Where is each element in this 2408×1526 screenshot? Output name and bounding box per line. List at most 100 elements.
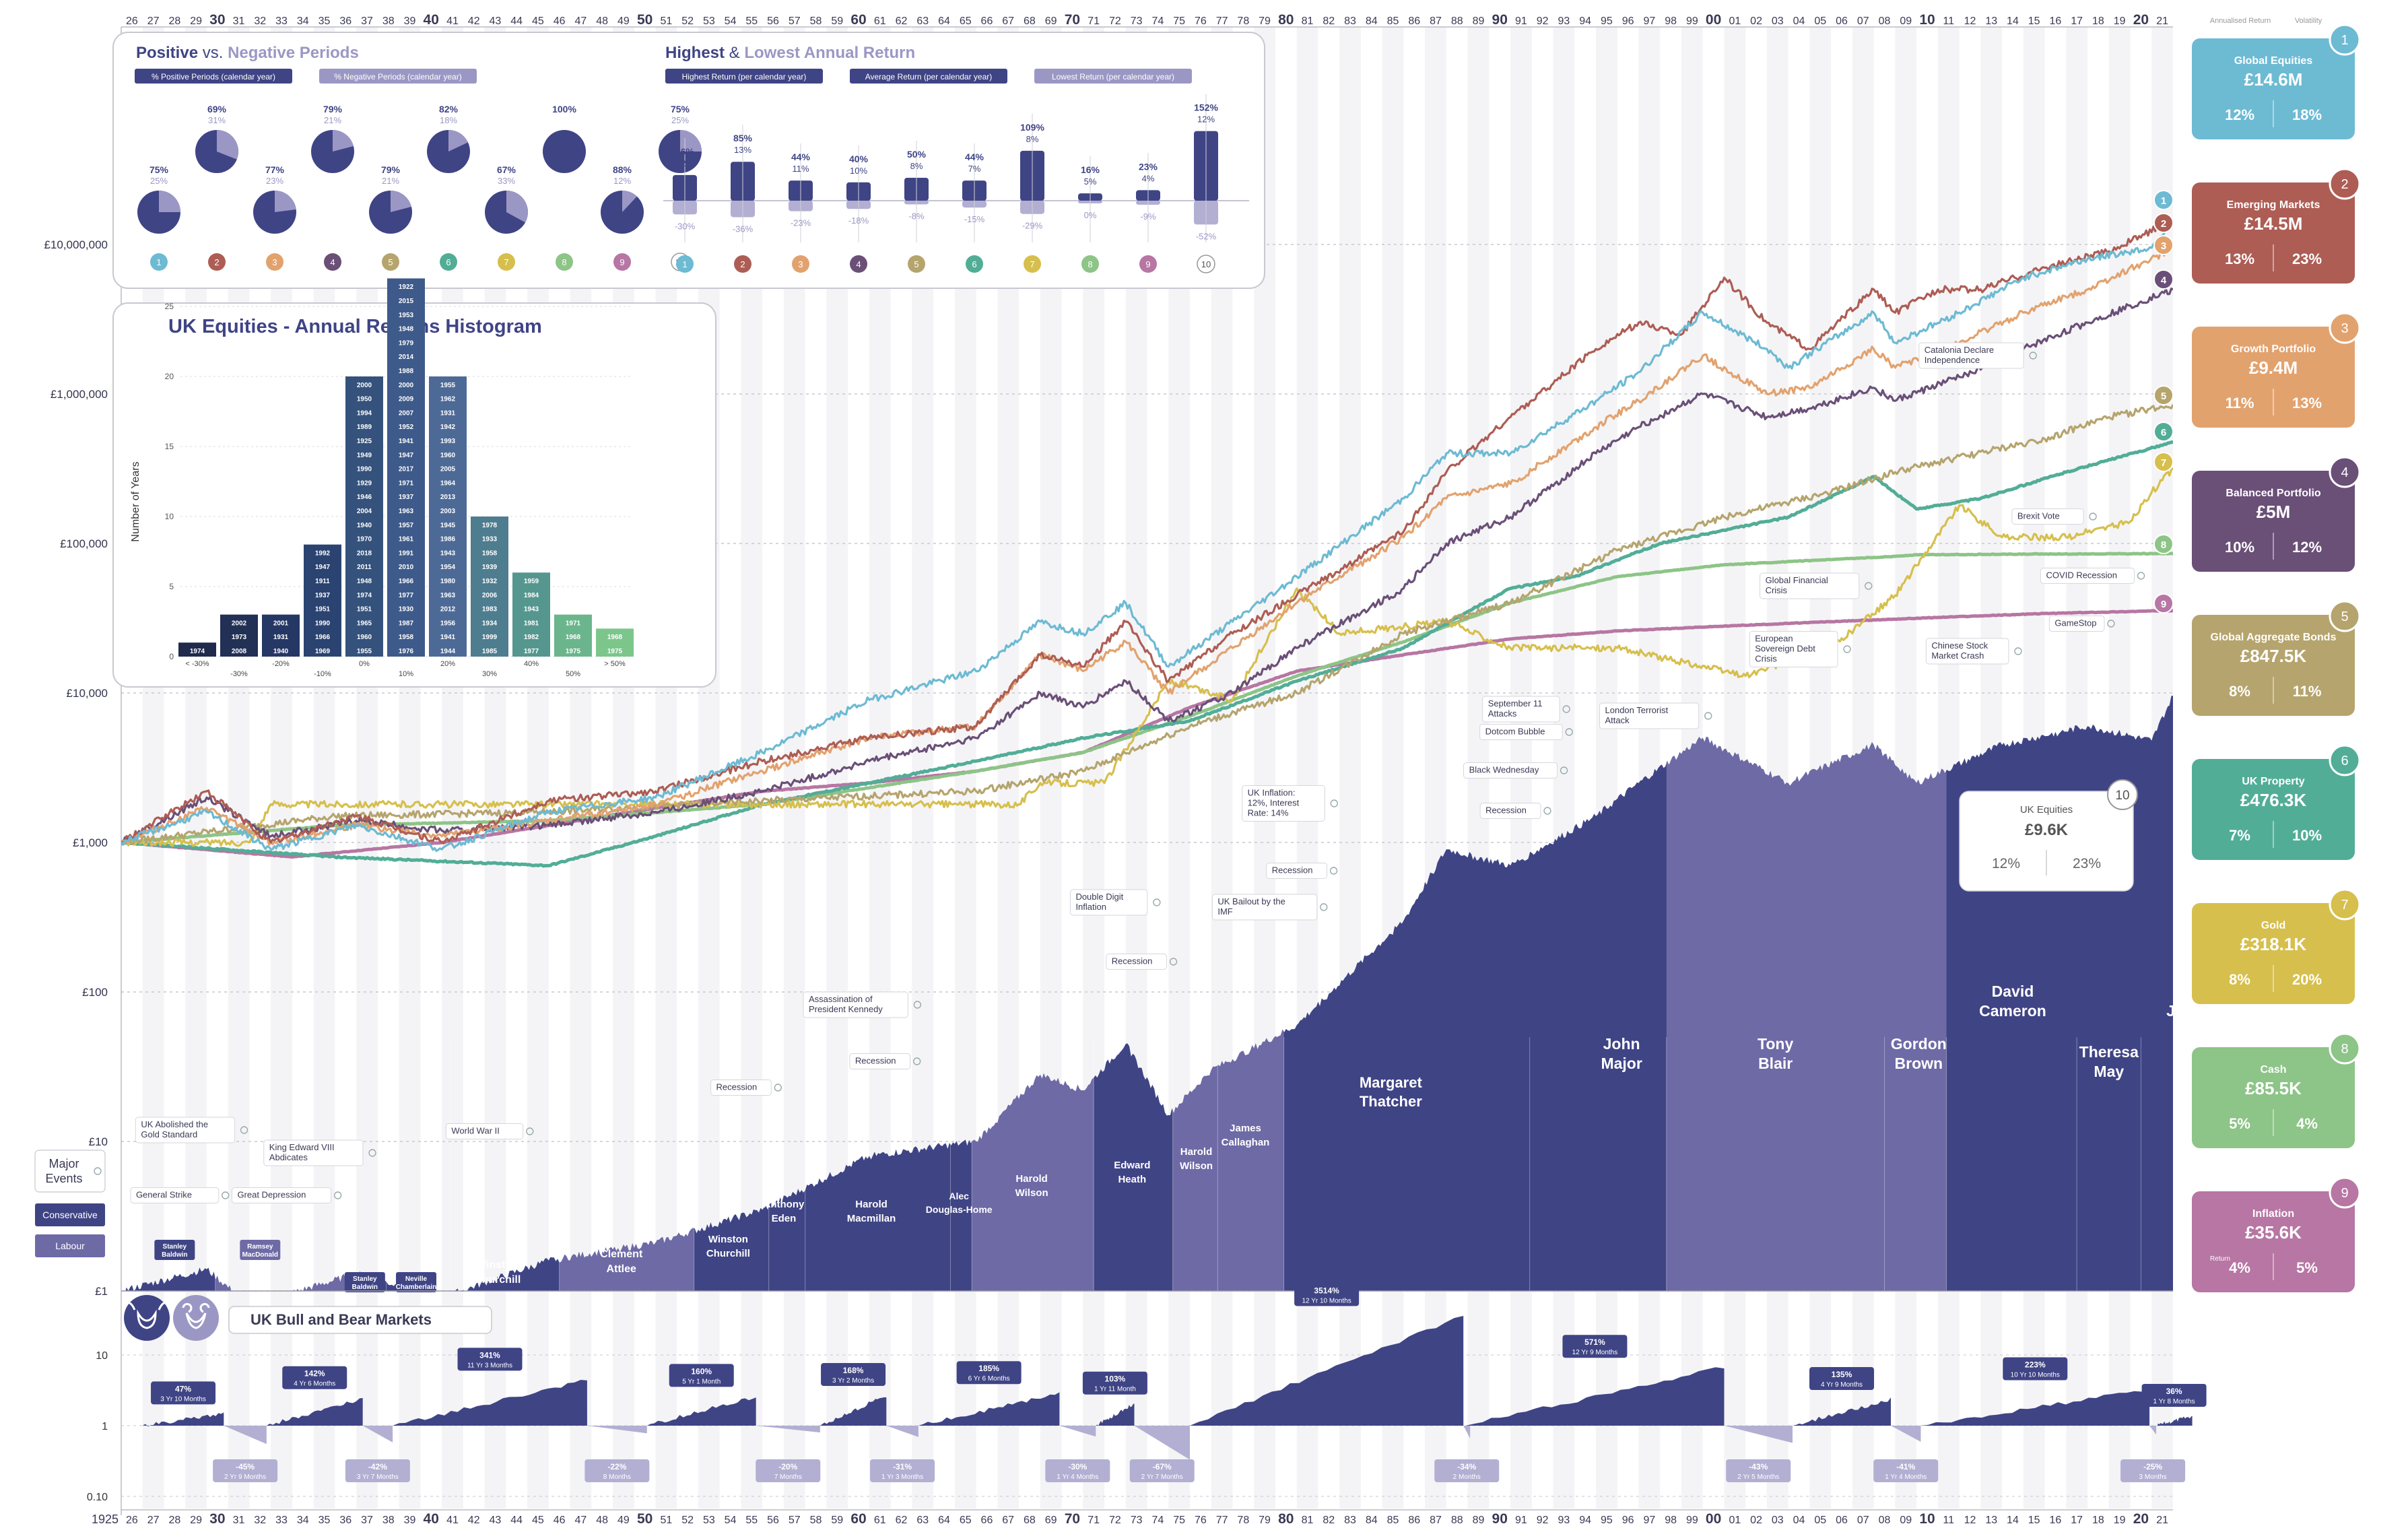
bull-bear-panel: 10 1 0.10 UK Bull and Bear Markets 47% 3 Yr 1…: [87, 1283, 2207, 1503]
x-tick-top: 97: [1643, 15, 1655, 27]
asset-card-number: 1: [2341, 33, 2348, 48]
event-box: [1749, 631, 1838, 667]
hist-year-label: 2000: [357, 382, 372, 389]
line-end-badge: [2153, 269, 2174, 290]
pie-index-number: 2: [214, 257, 219, 267]
hl-index-number: 10: [1201, 259, 1211, 269]
x-tick-bottom: 55: [745, 1515, 758, 1526]
x-tick-bottom: 04: [1793, 1515, 1805, 1526]
event-marker: [1704, 712, 1712, 720]
x-tick-bottom: 00: [1706, 1511, 1721, 1526]
x-tick-top: 61: [874, 15, 886, 27]
event-box: [710, 1080, 772, 1096]
hl-legend-label: Average Return (per calendar year): [865, 72, 993, 81]
hist-year-label: 1968: [566, 634, 581, 641]
x-tick-top: 15: [2028, 15, 2040, 27]
pie-neg-label: 31%: [208, 115, 226, 125]
bear-pct: -43%: [1749, 1462, 1768, 1471]
pie-index-number: 9: [620, 257, 624, 267]
hist-bin-label: 0%: [359, 660, 370, 668]
x-tick-top: 88: [1451, 15, 1463, 27]
hist-year-label: 1991: [399, 550, 414, 557]
asset-card: [2192, 471, 2355, 572]
asset-card-vol: 13%: [2292, 395, 2322, 411]
x-tick-bottom: 42: [468, 1515, 480, 1526]
pie-neg-label: 33%: [498, 176, 515, 186]
hist-year-label: 1955: [440, 382, 456, 389]
x-tick-top: 10: [1919, 12, 1935, 28]
event-label: European: [1755, 634, 1793, 644]
asset-lines: [121, 218, 2173, 868]
hl-high-label: 23%: [1139, 161, 1158, 172]
asset-card-number: 2: [2341, 177, 2348, 192]
hist-year-label: 1964: [440, 479, 456, 487]
asset-card: [2192, 615, 2355, 716]
event-box: [2048, 616, 2105, 632]
pm-name: Harold: [1180, 1146, 1213, 1158]
line-end-number: 4: [2161, 275, 2167, 286]
x-tick-bottom: 56: [767, 1515, 779, 1526]
hl-index-number: 4: [856, 259, 861, 269]
event-marker: [912, 1057, 921, 1065]
bull-label-box: [956, 1361, 1022, 1385]
pie-index-badge: [266, 253, 283, 271]
bear-area: [1463, 1426, 1471, 1438]
hl-avg-label: 7%: [968, 164, 981, 174]
pm-name: Douglas-Home: [926, 1204, 993, 1215]
event-label: IMF: [1217, 906, 1232, 917]
bull-dur: 1 Yr 8 Months: [2153, 1398, 2195, 1405]
line-end-number: 6: [2161, 427, 2166, 438]
x-tick-top: 12: [1964, 15, 1976, 27]
asset-card: [2192, 327, 2355, 428]
asset-card-name: Growth Portfolio: [2231, 343, 2316, 355]
pm-name: John: [1603, 1035, 1640, 1053]
bear-area: [362, 1426, 393, 1442]
hl-index-number: 6: [972, 259, 976, 269]
asset-card: [2192, 183, 2355, 284]
pie-pos-label: 77%: [265, 164, 285, 175]
hist-ytick: 20: [165, 372, 174, 381]
hist-year-label: 1987: [399, 620, 414, 627]
event-marker: [1843, 645, 1851, 653]
pie-negative-slice: [448, 130, 468, 152]
hist-year-label: 1962: [440, 396, 456, 403]
asset-card-number: 3: [2341, 321, 2348, 336]
hist-year-label: 1973: [232, 634, 247, 641]
x-tick-top: 42: [468, 15, 480, 27]
event-box: [263, 1139, 364, 1166]
event-label: September 11: [1488, 698, 1543, 708]
pie-negative-slice: [159, 191, 180, 212]
pm-name: Tony: [1758, 1035, 1793, 1053]
hl-index-number: 2: [740, 259, 745, 269]
bull-label-box: [1082, 1371, 1147, 1395]
hl-high-label: 50%: [907, 149, 927, 160]
x-tick-bottom: 21: [2156, 1515, 2168, 1526]
pie-negative-slice: [680, 130, 702, 152]
x-tick-bottom: 58: [810, 1515, 822, 1526]
x-tick-bottom: 72: [1109, 1515, 1121, 1526]
x-tick-top: 01: [1729, 15, 1741, 27]
asset-card-value: £85.5K: [2245, 1078, 2302, 1098]
hist-year-label: 2010: [399, 564, 414, 571]
x-tick-bottom: 57: [789, 1515, 801, 1526]
asset-card-vol: 4%: [2296, 1115, 2318, 1132]
hl-index-badge: [676, 255, 694, 273]
x-tick-bottom: 60: [850, 1511, 866, 1526]
x-tick-top: 62: [896, 15, 908, 27]
x-tick-bottom: 51: [660, 1515, 672, 1526]
bear-pct: -41%: [1896, 1462, 1915, 1471]
asset-card-vol: 10%: [2292, 827, 2322, 844]
hist-year-label: 1960: [440, 452, 456, 459]
pie-negative-slice: [275, 191, 296, 212]
hist-year-label: 1965: [357, 620, 372, 627]
legend-header-vol: Volatility: [2295, 17, 2322, 25]
bull-pct: 135%: [1832, 1370, 1852, 1379]
event-marker: [1560, 766, 1568, 774]
hist-year-label: 1966: [399, 578, 414, 585]
legend-header-ann: Annualised Return: [2210, 17, 2271, 25]
event-label: Catalonia Declare: [1925, 345, 1994, 355]
bb-ytick: 10: [96, 1350, 108, 1362]
pm-name: Edward: [1114, 1160, 1150, 1171]
major-events-title-2: Events: [45, 1172, 82, 1185]
